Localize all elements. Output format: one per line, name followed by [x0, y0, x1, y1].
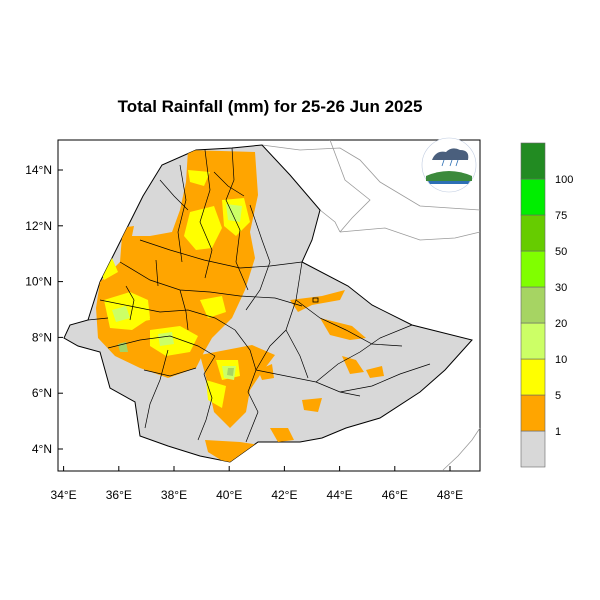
city-marker [312, 297, 319, 303]
y-tick-label: 8°N [32, 330, 52, 344]
x-tick-label: 46°E [382, 488, 408, 502]
y-axis: 14°N 12°N 10°N 8°N 6°N 4°N [25, 163, 63, 456]
map-title: Total Rainfall (mm) for 25-26 Jun 2025 [117, 97, 423, 116]
y-tick-label: 12°N [25, 219, 52, 233]
x-axis: 34°E 36°E 38°E 40°E 42°E 44°E 46°E 48°E [51, 466, 463, 502]
legend-swatch [520, 394, 546, 432]
mountain-icon [426, 171, 472, 181]
legend-swatch [520, 142, 546, 180]
water-icon [428, 181, 470, 184]
legend-swatch [520, 286, 546, 324]
ethiopia-meteorology-logo [421, 137, 477, 193]
legend-swatch [520, 358, 546, 396]
legend-swatch [520, 214, 546, 252]
x-tick-label: 42°E [271, 488, 297, 502]
ethiopia-landmass [63, 144, 473, 463]
x-tick-label: 34°E [51, 488, 77, 502]
legend-label: 50 [555, 246, 567, 258]
legend-swatch [520, 178, 546, 216]
x-tick-label: 48°E [437, 488, 463, 502]
legend-swatch [520, 250, 546, 288]
legend-label: 1 [555, 426, 561, 438]
x-tick-label: 36°E [106, 488, 132, 502]
y-tick-label: 6°N [32, 386, 52, 400]
legend-label: 100 [555, 174, 573, 186]
y-tick-label: 14°N [25, 163, 52, 177]
x-tick-label: 44°E [327, 488, 353, 502]
rain-20-30mm [118, 342, 234, 376]
legend: 1 5 10 20 30 50 75 100 [520, 142, 573, 468]
legend-label: 10 [555, 354, 567, 366]
legend-label: 5 [555, 390, 561, 402]
x-tick-label: 38°E [161, 488, 187, 502]
cloud-icon [432, 148, 469, 160]
legend-swatch [520, 430, 546, 468]
neighbour-boundaries [261, 139, 481, 471]
legend-label: 75 [555, 210, 567, 222]
y-tick-label: 10°N [25, 275, 52, 289]
x-tick-label: 40°E [216, 488, 242, 502]
legend-label: 30 [555, 282, 567, 294]
internal-boundaries [87, 147, 431, 443]
legend-label: 20 [555, 318, 567, 330]
legend-swatch [520, 322, 546, 360]
y-tick-label: 4°N [32, 442, 52, 456]
